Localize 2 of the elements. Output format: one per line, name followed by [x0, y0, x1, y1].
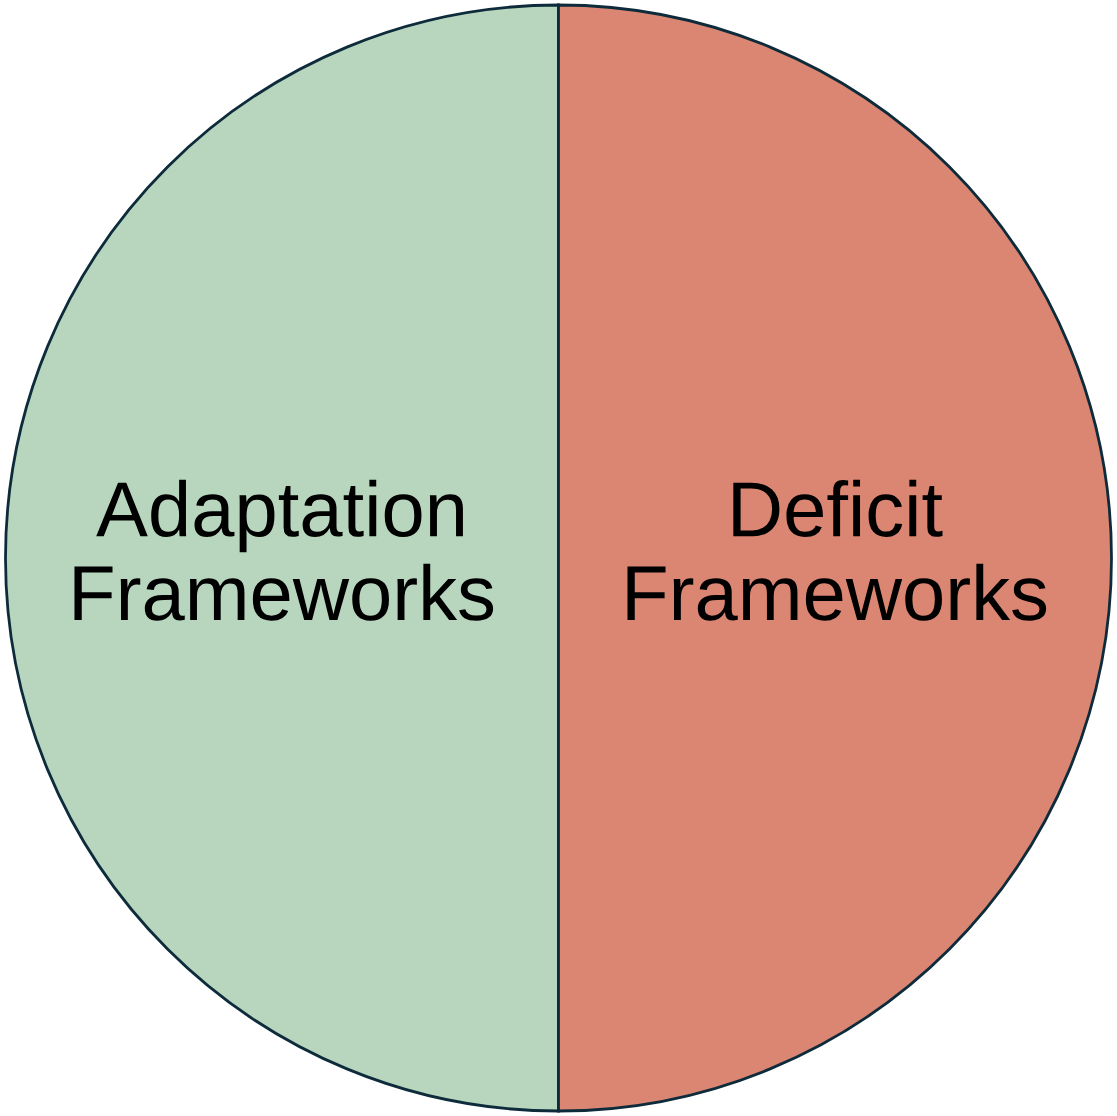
slice-label: Adaptation Frameworks [74, 479, 494, 621]
slice-label: Deficit Frameworks [627, 479, 1047, 621]
